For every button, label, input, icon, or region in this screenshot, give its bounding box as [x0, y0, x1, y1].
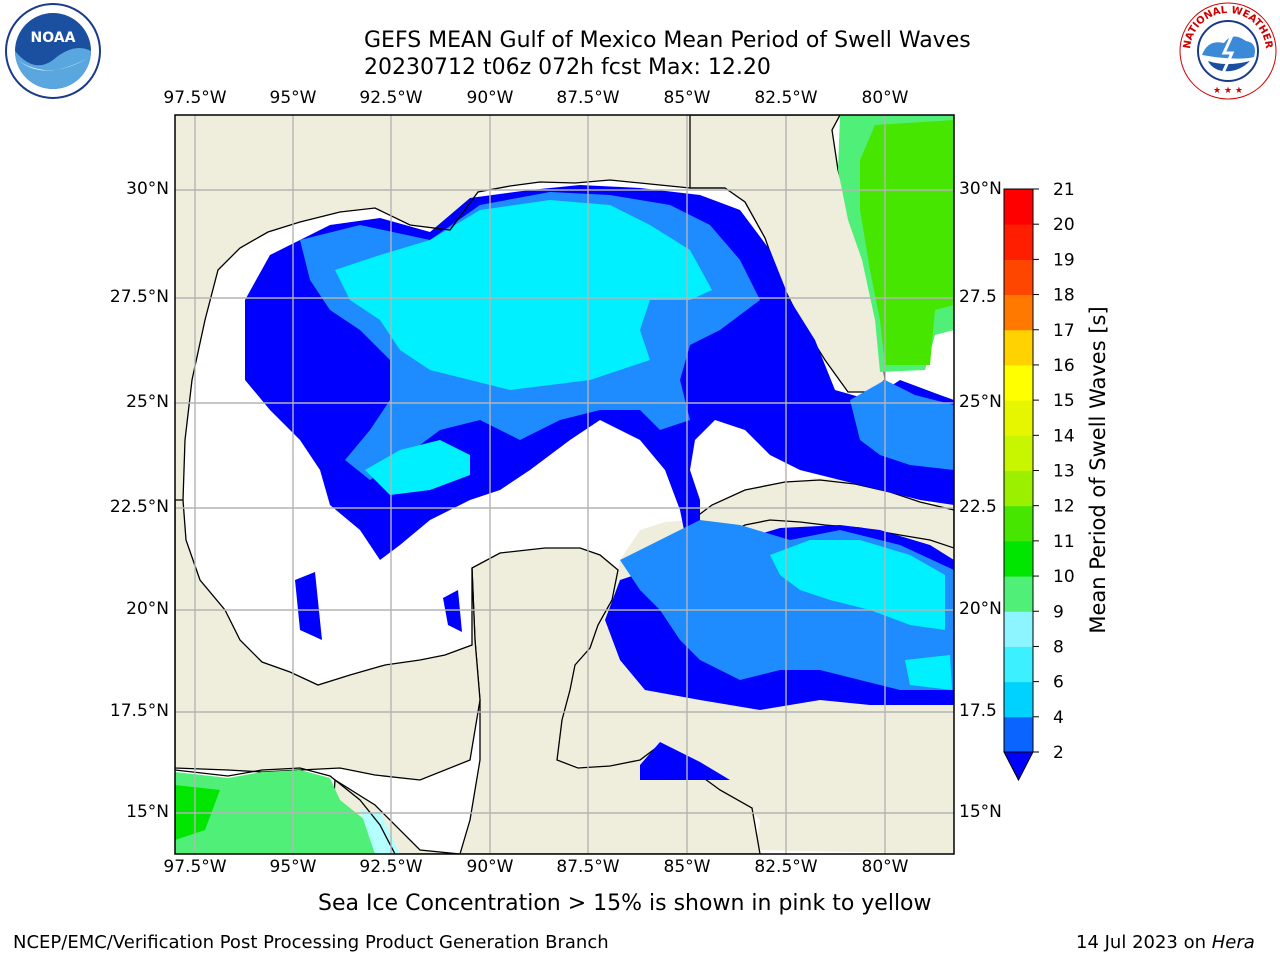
lat-tick-right: 25°N — [959, 392, 1002, 412]
nws-logo: NATIONAL WEATHER SERVICE ★ ★ ★ — [1174, 0, 1278, 101]
lat-tick-left: 15°N — [126, 802, 169, 822]
lat-tick-right: 22.5 — [959, 497, 997, 517]
machine-name: Hera — [1211, 932, 1255, 953]
lat-tick-right: 27.5 — [959, 287, 997, 307]
cuba-land — [691, 479, 954, 549]
colorbar-segment — [1004, 540, 1033, 577]
swell-patch-hond — [640, 742, 730, 780]
lat-tick-left: 17.5°N — [109, 701, 169, 721]
run-date: 14 Jul 2023 on Hera — [1076, 932, 1255, 953]
colorbar-label: Mean Period of Swell Waves [s] — [1086, 306, 1110, 633]
colorbar-tick-label: 21 — [1053, 180, 1075, 200]
colorbar-tick-label: 18 — [1053, 286, 1075, 306]
colorbar-segment — [1004, 259, 1033, 296]
lat-tick-right: 15°N — [959, 802, 1002, 822]
colorbar-tick-label: 10 — [1053, 567, 1075, 587]
org-credit: NCEP/EMC/Verification Post Processing Pr… — [13, 932, 609, 953]
coastline-pacific — [175, 767, 396, 854]
lon-tick-bottom: 97.5°W — [163, 857, 227, 877]
colorbar-segment — [1004, 505, 1033, 542]
colorbar-tick-label: 15 — [1053, 391, 1075, 411]
colorbar-tick-label: 6 — [1053, 673, 1064, 693]
svg-text:★ ★ ★: ★ ★ ★ — [1213, 86, 1243, 96]
swell-band-9-10-pacific — [175, 770, 380, 854]
colorbar-tick-label: 12 — [1053, 497, 1075, 517]
colorbar-segment — [1004, 224, 1033, 260]
chart-subtitle: 20230712 t06z 072h fcst Max: 12.20 — [364, 55, 771, 80]
colorbar-segment — [1004, 400, 1033, 436]
colorbar-segment — [1004, 294, 1033, 331]
colorbar-tick-label: 20 — [1053, 215, 1075, 235]
swell-band-11-12-atlantic — [860, 120, 954, 365]
sea-ice-note: Sea Ice Concentration > 15% is shown in … — [318, 891, 932, 916]
lon-tick-bottom: 92.5°W — [359, 857, 423, 877]
colorbar-tick-label: 2 — [1053, 743, 1064, 763]
lat-tick-left: 22.5°N — [109, 497, 169, 517]
colorbar-segment — [1004, 329, 1033, 366]
swell-patch-sw — [295, 572, 322, 640]
lon-tick-top: 95°W — [269, 88, 317, 108]
swell-band-6-8-carib2 — [905, 655, 952, 690]
lon-tick-bottom: 87.5°W — [556, 857, 620, 877]
lon-tick-bottom: 85°W — [663, 857, 711, 877]
lon-tick-bottom: 90°W — [466, 857, 514, 877]
colorbar-tick-label: 11 — [1053, 532, 1075, 552]
colorbar-extend-arrow — [1003, 751, 1034, 782]
lat-tick-left: 20°N — [126, 599, 169, 619]
map-plot-area — [175, 115, 954, 854]
colorbar-tick-label: 19 — [1053, 250, 1075, 270]
lon-tick-top: 97.5°W — [163, 88, 227, 108]
lon-tick-top: 80°W — [861, 88, 909, 108]
lat-tick-right: 17.5 — [959, 701, 997, 721]
colorbar-segment — [1004, 470, 1033, 507]
swell-patch-sw2 — [443, 590, 462, 632]
lat-tick-right: 30°N — [959, 179, 1002, 199]
lon-tick-top: 82.5°W — [754, 88, 818, 108]
colorbar-tick-label: 9 — [1053, 602, 1064, 622]
lat-tick-left: 27.5°N — [109, 287, 169, 307]
colorbar-tick-label: 8 — [1053, 637, 1064, 657]
map-frame — [174, 114, 955, 855]
coastline-north — [182, 179, 725, 501]
lon-tick-top: 87.5°W — [556, 88, 620, 108]
lon-tick-bottom: 95°W — [269, 857, 317, 877]
colorbar-segment — [1004, 576, 1033, 612]
colorbar-tick-label: 13 — [1053, 462, 1075, 482]
colorbar-segment — [1004, 681, 1033, 718]
colorbar-segment — [1004, 364, 1033, 401]
map-gridlines — [175, 115, 954, 854]
colorbar: 2 4 6 8 9 10 11 12 13 14 15 16 17 18 19 20 21 — [1003, 180, 1075, 782]
swell-band-6-8-carib — [770, 540, 945, 630]
noaa-logo: NOAA — [4, 2, 102, 100]
colorbar-segment — [1004, 646, 1033, 683]
lat-tick-left: 30°N — [126, 179, 169, 199]
lat-tick-right: 20°N — [959, 599, 1002, 619]
colorbar-tick-label: 14 — [1053, 426, 1075, 446]
swell-band-6-8 — [335, 200, 712, 390]
colorbar-tick-label: 17 — [1053, 321, 1075, 341]
colorbar-tick-label: 16 — [1053, 356, 1075, 376]
lon-tick-bottom: 80°W — [861, 857, 909, 877]
colorbar-segment — [1004, 435, 1033, 471]
lon-tick-bottom: 82.5°W — [754, 857, 818, 877]
lat-tick-left: 25°N — [126, 392, 169, 412]
colorbar-tick-label: 4 — [1053, 708, 1064, 728]
colorbar-segment — [1004, 189, 1033, 225]
lon-tick-top: 90°W — [466, 88, 514, 108]
colorbar-segment — [1004, 611, 1033, 647]
lon-tick-top: 85°W — [663, 88, 711, 108]
noaa-logo-text: NOAA — [31, 30, 76, 46]
lon-tick-top: 92.5°W — [359, 88, 423, 108]
colorbar-segment — [1004, 716, 1033, 753]
